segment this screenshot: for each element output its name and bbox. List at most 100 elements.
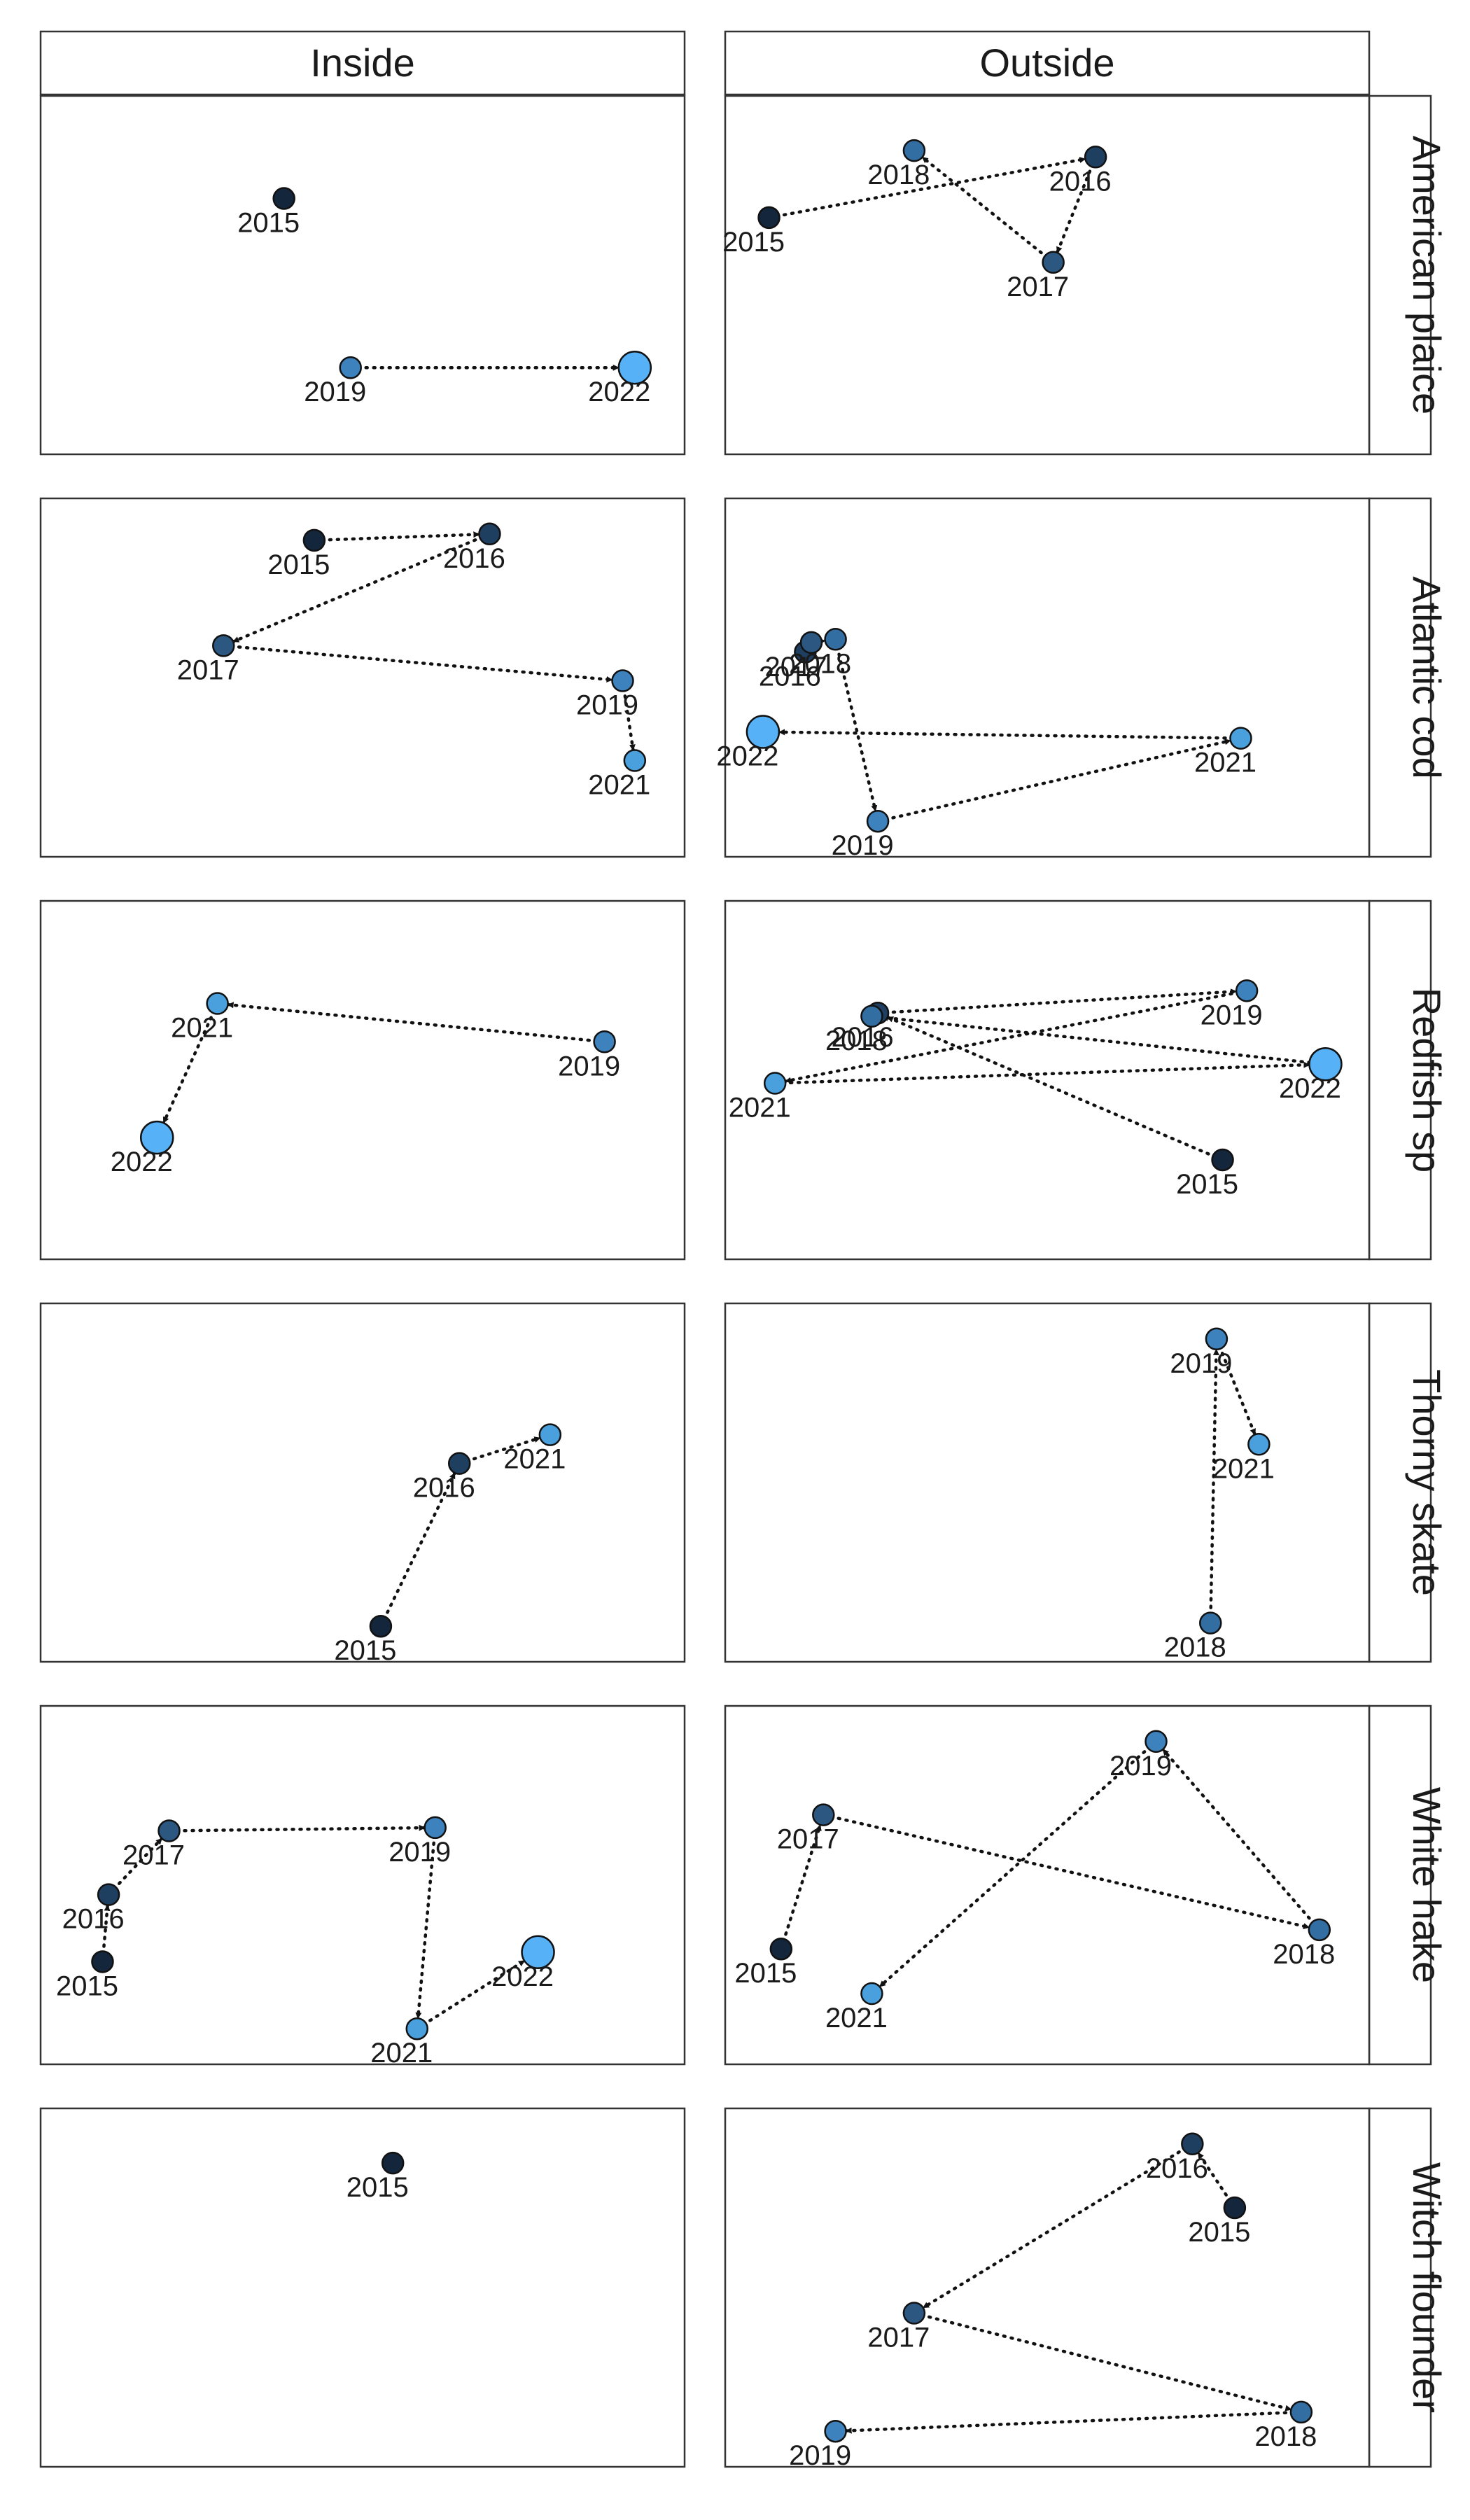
row-strip-label: Redfish sp — [1405, 988, 1449, 1173]
row-strip-atlantic-cod: Atlantic cod — [1368, 497, 1449, 858]
point-2019 — [1235, 979, 1259, 1002]
point-label-2015: 2015 — [1176, 1169, 1238, 1200]
trajectory-arrow-2018-2019 — [834, 638, 878, 813]
trajectory-arrow-2021-2022 — [415, 1959, 526, 2031]
point-2021 — [623, 749, 647, 772]
point-2017 — [1042, 251, 1065, 274]
trajectory-arrow-2016-2017 — [1055, 155, 1098, 255]
column-strip-label: Inside — [310, 41, 414, 85]
point-label-2018: 2018 — [789, 648, 851, 679]
point-label-2021: 2021 — [1194, 748, 1256, 778]
point-2019 — [1144, 1730, 1168, 1754]
point-2015 — [769, 1937, 793, 1961]
point-2021 — [860, 1982, 883, 2005]
point-2016 — [447, 1452, 471, 1475]
point-2018 — [902, 139, 926, 162]
point-label-2019: 2019 — [304, 377, 366, 407]
row-strip-box — [1368, 1704, 1432, 2066]
row-strip-label: Witch flounder — [1405, 2162, 1449, 2413]
point-2018 — [1199, 1611, 1222, 1634]
point-label-2016: 2016 — [443, 543, 505, 574]
panel-witch-flounder-inside: 2015 — [39, 2107, 686, 2468]
point-label-2016: 2016 — [62, 1904, 125, 1935]
column-strip-box — [39, 30, 686, 96]
row-strip-box — [1368, 899, 1432, 1261]
trajectory-arrow-2017-2018 — [912, 2311, 1293, 2412]
point-2015 — [381, 2151, 405, 2175]
trajectory-arrow-2021-2022 — [777, 729, 1242, 740]
row-strip-witch-flounder: Witch flounder — [1368, 2107, 1449, 2468]
point-label-2021: 2021 — [171, 1013, 233, 1044]
point-label-2016: 2016 — [413, 1473, 475, 1504]
point-2021 — [1229, 727, 1252, 750]
row-strip-label: White hake — [1405, 1787, 1449, 1983]
panel-redfish-sp-inside: 2019 2021 2022 — [39, 899, 686, 1261]
trajectory-arrow-2018-2019 — [1209, 1348, 1219, 1625]
point-2017 — [212, 634, 235, 657]
trajectory-arrow-2015-2016 — [312, 531, 481, 542]
point-label-2016: 2016 — [1049, 166, 1112, 197]
point-label-2018: 2018 — [867, 160, 930, 190]
point-label-2015: 2015 — [722, 227, 785, 258]
point-label-2021: 2021 — [729, 1093, 791, 1124]
point-label-2022: 2022 — [716, 741, 778, 772]
point-2018 — [860, 1004, 883, 1028]
column-strip-box — [724, 30, 1371, 96]
point-label-2022: 2022 — [588, 377, 650, 407]
point-label-2017: 2017 — [777, 1824, 839, 1855]
point-2019 — [1205, 1327, 1228, 1351]
panel-border — [39, 94, 686, 456]
point-label-2019: 2019 — [576, 690, 638, 721]
trajectory-arrow-2018-2019 — [1161, 1747, 1322, 1932]
point-label-2021: 2021 — [1212, 1453, 1275, 1484]
panel-border — [39, 497, 686, 858]
trajectory-arrow-2016-2017 — [231, 532, 491, 643]
panel-white-hake-inside: 2015 2016 2017 2019 2021 2022 — [39, 1704, 686, 2068]
point-2021 — [763, 1072, 787, 1095]
point-2015 — [272, 187, 295, 210]
point-label-2015: 2015 — [1188, 2217, 1250, 2248]
trajectory-arrow-2021-2022 — [773, 1061, 1311, 1085]
point-label-2022: 2022 — [491, 1961, 554, 1992]
point-2022 — [521, 1935, 555, 1970]
point-label-2019: 2019 — [388, 1837, 451, 1868]
point-2015 — [302, 528, 326, 552]
point-label-2018: 2018 — [1273, 1939, 1335, 1970]
point-label-2018: 2018 — [825, 1026, 888, 1056]
point-2017 — [158, 1819, 181, 1842]
point-2021 — [405, 2017, 429, 2040]
point-label-2019: 2019 — [1200, 1000, 1263, 1030]
panel-american-plaice-outside: 2015 2016 2017 2018 — [722, 94, 1371, 456]
point-label-2015: 2015 — [334, 1635, 396, 1666]
trajectory-arrow-2019-2021 — [226, 1002, 606, 1044]
point-label-2017: 2017 — [1007, 272, 1069, 302]
panel-border — [39, 1302, 686, 1663]
point-label-2022: 2022 — [1279, 1073, 1341, 1104]
point-2022 — [139, 1120, 174, 1155]
point-label-2017: 2017 — [122, 1840, 185, 1870]
row-strip-thorny-skate: Thorny skate — [1368, 1302, 1449, 1663]
trajectory-arrow-2019-2021 — [415, 1826, 437, 2020]
column-strip-inside: Inside — [39, 30, 686, 96]
point-2022 — [746, 715, 780, 749]
trajectory-arrow-2018-2019 — [844, 2410, 1303, 2434]
point-label-2021: 2021 — [503, 1444, 566, 1475]
panel-american-plaice-inside: 2015 2019 2022 — [39, 94, 686, 456]
panel-thorny-skate-outside: 2018 2019 2021 — [724, 1302, 1371, 1663]
trajectory-arrow-2017-2018 — [822, 1813, 1311, 1930]
point-2021 — [538, 1423, 562, 1446]
point-2017 — [799, 631, 823, 654]
point-2015 — [757, 206, 780, 230]
panel-border — [724, 899, 1371, 1261]
panel-border — [724, 2107, 1371, 2468]
row-strip-label: American plaice — [1405, 136, 1449, 414]
trajectory-arrow-2017-2019 — [222, 644, 614, 683]
trajectory-arrow-2015-2016 — [379, 1471, 456, 1628]
point-label-2015: 2015 — [734, 1958, 797, 1989]
panel-border — [724, 1704, 1371, 2066]
point-2018 — [824, 628, 847, 651]
point-label-2022: 2022 — [111, 1147, 173, 1177]
point-label-2019: 2019 — [832, 830, 894, 861]
